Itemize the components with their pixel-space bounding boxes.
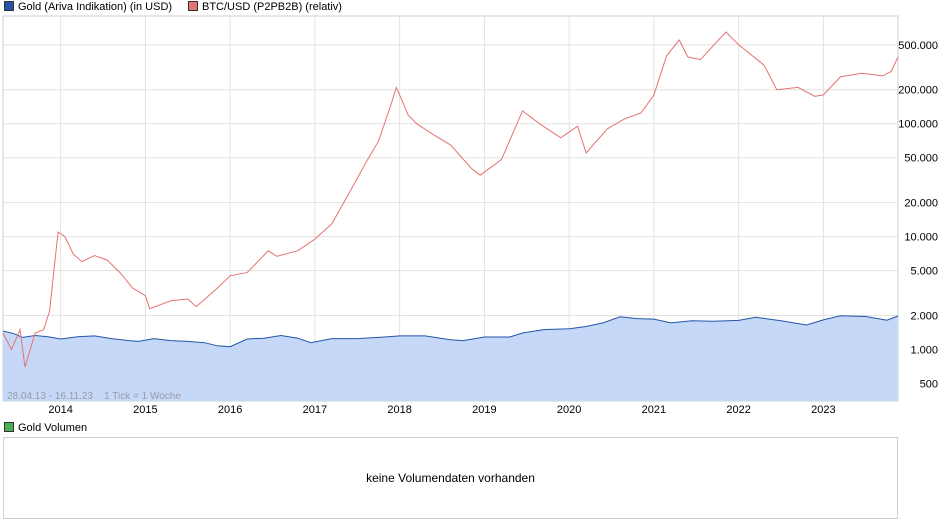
legend-volume: Gold Volumen — [4, 422, 87, 436]
y-tick-label: 2.000 — [910, 311, 938, 323]
volume-legend-swatch — [4, 422, 14, 432]
x-tick-label: 2018 — [387, 404, 411, 416]
y-tick-label: 1.000 — [910, 345, 938, 357]
btc-legend-swatch — [188, 1, 198, 11]
gold-legend-swatch — [4, 1, 14, 11]
y-tick-label: 500 — [920, 379, 938, 391]
x-tick-label: 2015 — [133, 404, 157, 416]
gold-legend-label: Gold (Ariva Indikation) (in USD) — [18, 1, 173, 13]
btc-legend-label: BTC/USD (P2PB2B) (relativ) — [202, 1, 342, 13]
x-tick-label: 2023 — [811, 404, 835, 416]
x-tick-label: 2014 — [48, 404, 72, 416]
y-tick-label: 100.000 — [898, 119, 938, 131]
volume-panel: keine Volumendaten vorhanden — [3, 437, 898, 519]
y-tick-label: 10.000 — [904, 232, 938, 244]
legend-gold: Gold (Ariva Indikation) (in USD) — [4, 1, 172, 15]
x-tick-label: 2019 — [472, 404, 496, 416]
x-tick-label: 2016 — [218, 404, 242, 416]
y-axis: 500.000 200.000 100.000 50.000 20.000 10.000 5… — [898, 40, 938, 391]
y-tick-label: 20.000 — [904, 198, 938, 210]
range-info-text: 28.04.13 - 16.11.23 1 Tick = 1 Woche — [7, 391, 181, 402]
x-tick-label: 2022 — [726, 404, 750, 416]
x-tick-label: 2021 — [642, 404, 666, 416]
x-axis: 2014 2015 2016 2017 2018 2019 2020 2021 2022 2023 — [48, 404, 835, 416]
x-tick-label: 2017 — [303, 404, 327, 416]
volume-legend-label: Gold Volumen — [18, 422, 88, 434]
x-tick-label: 2020 — [557, 404, 581, 416]
y-tick-label: 200.000 — [898, 85, 938, 97]
volume-empty-message: keine Volumendaten vorhanden — [366, 471, 535, 485]
y-tick-label: 50.000 — [904, 153, 938, 165]
btc-series-line — [2, 31, 899, 368]
gold-series-line — [2, 315, 899, 348]
gold-area — [3, 315, 898, 401]
y-tick-label: 500.000 — [898, 40, 938, 52]
legend-btc: BTC/USD (P2PB2B) (relativ) — [188, 1, 342, 15]
price-chart: 500.000 200.000 100.000 50.000 20.000 10.000 5… — [2, 15, 938, 416]
y-tick-label: 5.000 — [910, 266, 938, 278]
